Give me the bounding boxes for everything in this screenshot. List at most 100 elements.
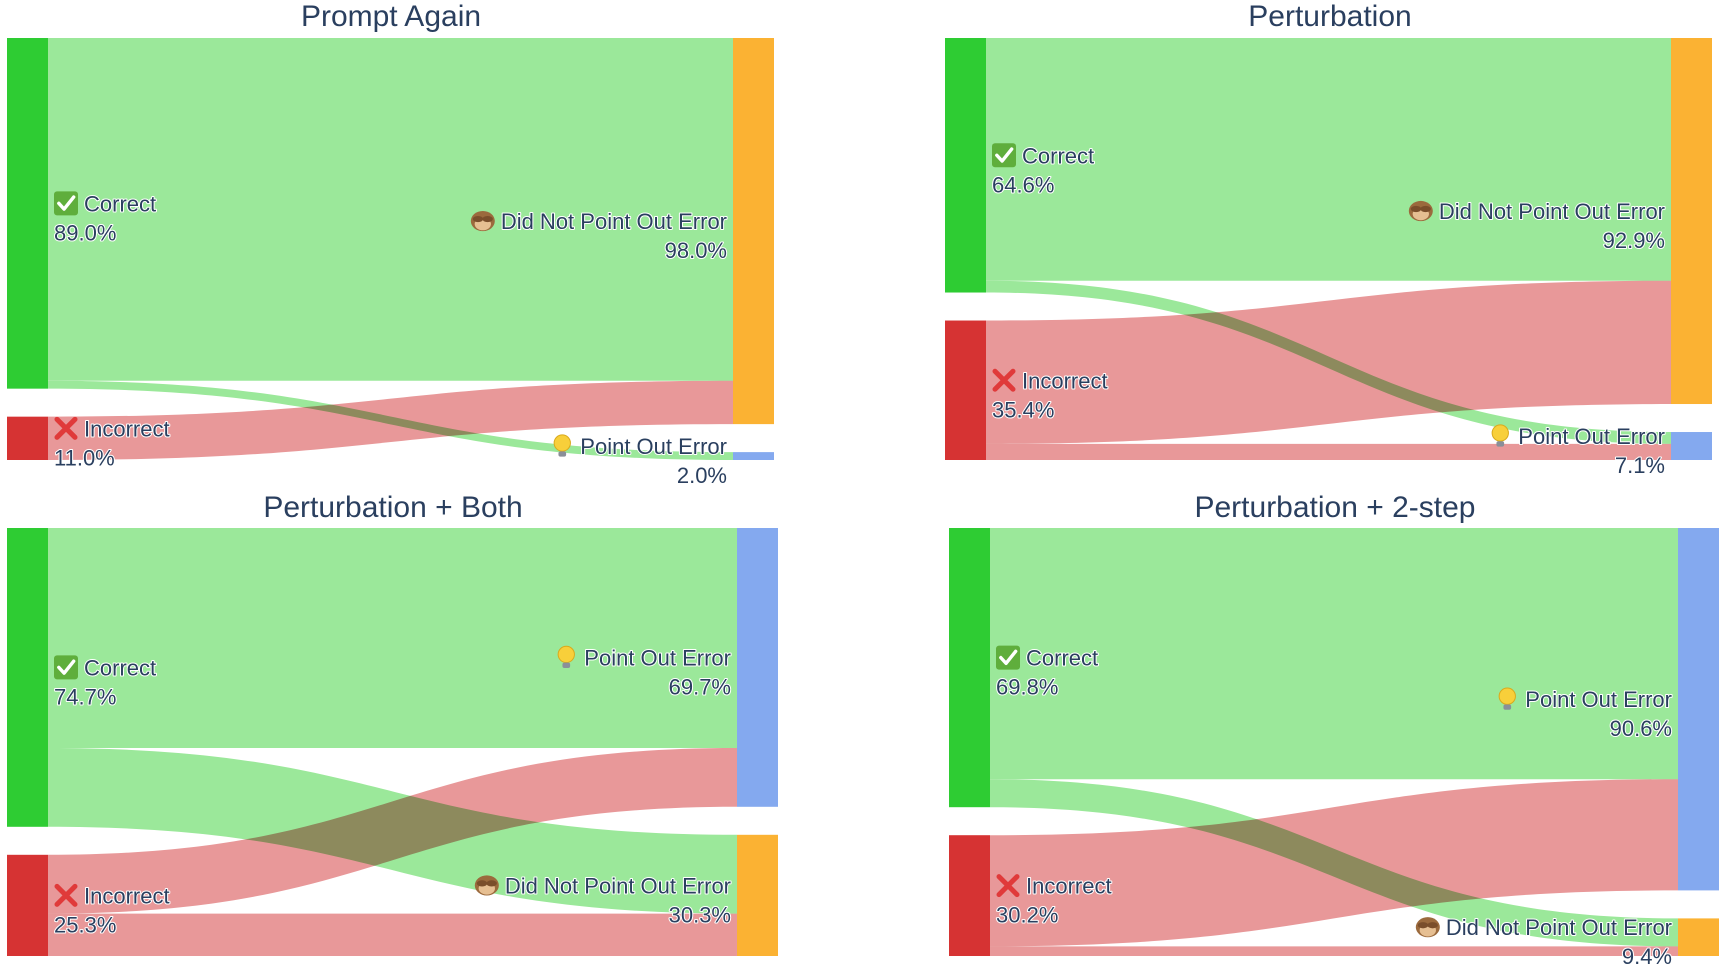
- flow-correct-to-did-not-point-out-error: [986, 38, 1671, 281]
- flow-incorrect-to-point-out-error: [990, 779, 1678, 947]
- sankey-panel-4: Perturbation + 2-step Correct 69.8% Incorre…: [949, 491, 1719, 966]
- node-label-did-not-point-out-error: Did Not Point Out Error 9.4%: [1415, 914, 1673, 966]
- node-label-correct: Correct 69.8%: [995, 645, 1099, 701]
- node-label-incorrect: Incorrect 30.2%: [995, 873, 1113, 929]
- node-percent: 35.4%: [992, 397, 1054, 422]
- node-label-incorrect: Incorrect 35.4%: [991, 367, 1109, 423]
- node-correct: [7, 528, 48, 827]
- node-percent: 2.0%: [677, 463, 727, 488]
- chart-title: Perturbation + Both: [263, 491, 522, 524]
- chart-title: Prompt Again: [301, 0, 481, 33]
- flow-incorrect-to-did-not-point-out-error: [986, 280, 1671, 444]
- node-name: Incorrect: [1026, 874, 1112, 899]
- node-correct: [945, 38, 986, 293]
- flow-incorrect-to-point-out-error: [986, 443, 1671, 460]
- node-point-out-error: [1678, 528, 1719, 891]
- sankey-panel-3: Perturbation + Both Correct 74.7% Incorrect…: [7, 491, 778, 956]
- flow-links: [48, 528, 737, 956]
- light-bulb-icon: [1498, 687, 1516, 710]
- node-did-not-point-out-error: [1671, 38, 1712, 405]
- node-percent: 7.1%: [1615, 453, 1665, 478]
- flow-correct-to-point-out-error: [48, 528, 737, 748]
- check-mark-icon: [992, 143, 1016, 168]
- flow-links: [48, 38, 733, 460]
- node-label-incorrect: Incorrect 11.0%: [53, 415, 171, 471]
- node-percent: 69.8%: [996, 675, 1058, 700]
- node-correct: [7, 38, 48, 389]
- node-label-point-out-error: Point Out Error 2.0%: [553, 433, 728, 489]
- node-label-point-out-error: Point Out Error 90.6%: [1498, 686, 1673, 742]
- node-incorrect: [945, 320, 986, 460]
- node-percent: 64.6%: [992, 172, 1054, 197]
- node-label-point-out-error: Point Out Error 69.7%: [557, 644, 732, 700]
- check-mark-icon: [54, 191, 78, 216]
- flow-incorrect-to-did-not-point-out-error: [48, 913, 737, 956]
- node-label-point-out-error: Point Out Error 7.1%: [1491, 423, 1666, 479]
- node-label-correct: Correct 64.6%: [991, 142, 1095, 198]
- chart-title: Perturbation: [1248, 0, 1411, 33]
- node-percent: 92.9%: [1603, 228, 1665, 253]
- node-point-out-error: [733, 452, 774, 460]
- light-bulb-icon: [557, 645, 575, 668]
- node-point-out-error: [1671, 432, 1712, 460]
- cross-mark-icon: [992, 368, 1016, 392]
- flow-correct-to-point-out-error: [990, 528, 1678, 780]
- sankey-panel-2: Perturbation Correct 64.6% Incorrect 35.4% Di…: [945, 0, 1712, 479]
- node-label-correct: Correct 89.0%: [53, 190, 157, 246]
- node-point-out-error: [737, 528, 778, 807]
- light-bulb-icon: [553, 434, 571, 457]
- node-label-did-not-point-out-error: Did Not Point Out Error 98.0%: [470, 208, 728, 264]
- node-name: Correct: [84, 191, 156, 216]
- cross-mark-icon: [996, 874, 1020, 898]
- node-percent: 69.7%: [669, 674, 731, 699]
- node-name: Point Out Error: [1518, 424, 1665, 449]
- node-label-did-not-point-out-error: Did Not Point Out Error 30.3%: [474, 872, 732, 928]
- node-percent: 98.0%: [665, 238, 727, 263]
- node-incorrect: [7, 854, 48, 956]
- see-no-evil-monkey-icon: [1415, 917, 1440, 938]
- node-name: Did Not Point Out Error: [1439, 199, 1665, 224]
- node-label-incorrect: Incorrect 25.3%: [53, 882, 171, 938]
- node-percent: 25.3%: [54, 912, 116, 937]
- see-no-evil-monkey-icon: [1408, 200, 1433, 222]
- node-percent: 89.0%: [54, 220, 116, 245]
- node-name: Did Not Point Out Error: [505, 873, 731, 898]
- node-percent: 9.4%: [1622, 944, 1672, 966]
- node-name: Correct: [1026, 646, 1098, 671]
- node-name: Point Out Error: [580, 434, 727, 459]
- flow-correct-to-did-not-point-out-error: [48, 38, 733, 381]
- node-name: Point Out Error: [1525, 687, 1672, 712]
- check-mark-icon: [996, 645, 1020, 670]
- node-label-correct: Correct 74.7%: [53, 654, 157, 710]
- flow-links: [990, 528, 1678, 956]
- node-did-not-point-out-error: [1678, 918, 1719, 956]
- chart-title: Perturbation + 2-step: [1194, 491, 1475, 524]
- node-percent: 11.0%: [54, 445, 115, 470]
- see-no-evil-monkey-icon: [470, 210, 495, 232]
- node-percent: 90.6%: [1610, 716, 1672, 741]
- cross-mark-icon: [54, 883, 78, 907]
- see-no-evil-monkey-icon: [474, 875, 499, 896]
- flow-incorrect-to-did-not-point-out-error: [990, 946, 1678, 956]
- node-label-did-not-point-out-error: Did Not Point Out Error 92.9%: [1408, 198, 1666, 254]
- node-name: Correct: [1022, 143, 1094, 168]
- node-percent: 30.3%: [669, 902, 731, 927]
- cross-mark-icon: [54, 416, 78, 440]
- node-name: Incorrect: [1022, 368, 1108, 393]
- node-did-not-point-out-error: [733, 38, 774, 425]
- flow-links: [986, 38, 1671, 460]
- flow-incorrect-to-did-not-point-out-error: [48, 380, 733, 460]
- node-name: Incorrect: [84, 416, 170, 441]
- node-percent: 74.7%: [54, 684, 116, 709]
- node-name: Incorrect: [84, 883, 170, 908]
- node-name: Correct: [84, 655, 156, 680]
- node-percent: 30.2%: [996, 903, 1058, 928]
- sankey-panel-1: Prompt Again Correct 89.0% Incorrect 11.0% Di…: [7, 0, 774, 489]
- node-incorrect: [7, 416, 48, 460]
- check-mark-icon: [54, 655, 78, 680]
- node-name: Point Out Error: [584, 645, 731, 670]
- node-correct: [949, 528, 990, 808]
- node-name: Did Not Point Out Error: [1446, 915, 1672, 940]
- node-name: Did Not Point Out Error: [501, 209, 727, 234]
